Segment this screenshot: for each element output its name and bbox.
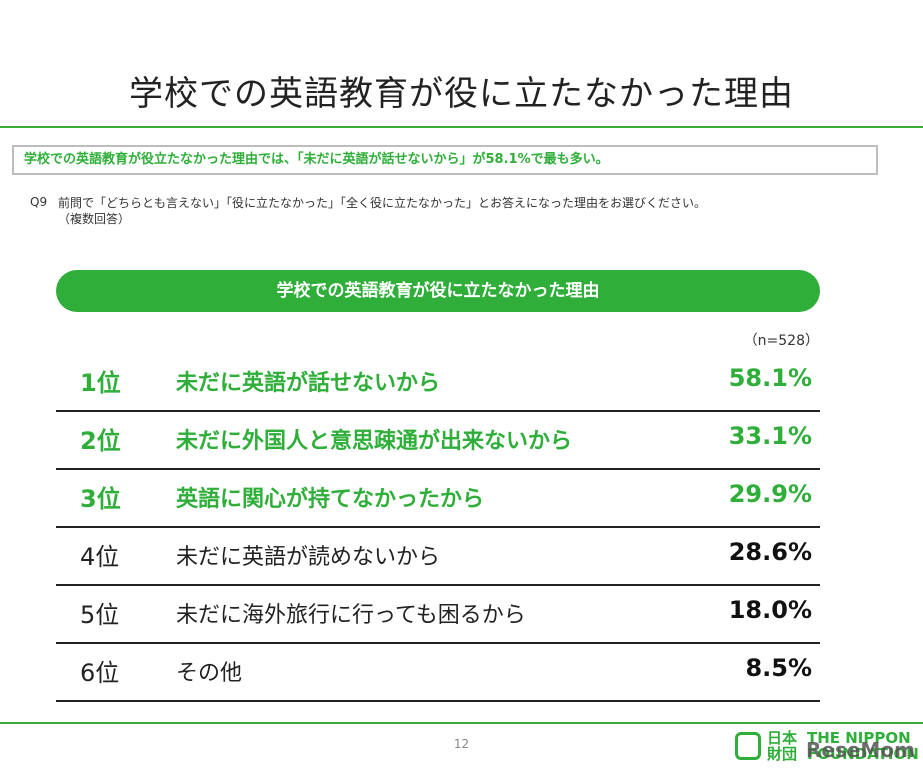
logo-kanji-line-2: 財団	[767, 745, 798, 763]
logo-kanji: 日本 財団	[767, 730, 797, 762]
table-row: 3位 英語に関心が持てなかったから 29.9%	[56, 470, 820, 528]
rank: 2位	[80, 427, 121, 455]
sample-size: （n=528）	[743, 333, 819, 349]
question-text: 前問で「どちらとも言えない」「役に立たなかった」「全く役に立たなかった」とお答え…	[58, 196, 707, 210]
question-note: （複数回答）	[58, 212, 131, 226]
percentage: 29.9%	[728, 480, 812, 508]
rank: 3位	[80, 485, 121, 513]
page-number: 12	[453, 737, 470, 751]
percentage: 18.0%	[728, 596, 812, 624]
summary-box: 学校での英語教育が役立たなかった理由では、「未だに英語が話せないから」が58.1…	[12, 145, 878, 175]
logo-english-line-2: FOUNDATION	[807, 745, 919, 763]
foundation-logo: 日本 財団 THE NIPPON FOUNDATION	[735, 728, 921, 768]
reason: 未だに海外旅行に行っても困るから	[176, 603, 526, 628]
logo-english: THE NIPPON FOUNDATION	[807, 730, 919, 762]
rank: 5位	[80, 601, 120, 629]
percentage: 8.5%	[745, 654, 812, 682]
page-title: 学校での英語教育が役に立たなかった理由	[129, 74, 794, 114]
footer-divider	[0, 722, 923, 724]
reason: 英語に関心が持てなかったから	[176, 487, 485, 512]
logo-mark-icon	[735, 732, 761, 760]
percentage: 33.1%	[728, 422, 812, 450]
table-row: 4位 未だに英語が読めないから 28.6%	[56, 528, 820, 586]
table-row: 2位 未だに外国人と意思疎通が出来ないから 33.1%	[56, 412, 820, 470]
rank: 4位	[80, 543, 120, 571]
logo-english-line-1: THE NIPPON	[807, 729, 911, 747]
reason: 未だに外国人と意思疎通が出来ないから	[176, 429, 573, 454]
percentage: 58.1%	[728, 364, 812, 392]
question-number: Q9	[30, 195, 48, 209]
logo-kanji-line-1: 日本	[767, 729, 798, 747]
table-row: 5位 未だに海外旅行に行っても困るから 18.0%	[56, 586, 820, 644]
percentage: 28.6%	[728, 538, 812, 566]
ranking-table: 1位 未だに英語が話せないから 58.1% 2位 未だに外国人と意思疎通が出来な…	[56, 354, 820, 702]
table-row: 1位 未だに英語が話せないから 58.1%	[56, 354, 820, 412]
reason: 未だに英語が話せないから	[176, 371, 441, 396]
rank: 6位	[80, 659, 120, 687]
question-text-block: 前問で「どちらとも言えない」「役に立たなかった」「全く役に立たなかった」とお答え…	[58, 195, 898, 227]
rank: 1位	[80, 369, 121, 397]
title-divider	[0, 126, 923, 128]
watermark: ReseMom	[806, 738, 915, 762]
reason: その他	[176, 661, 243, 686]
reason: 未だに英語が読めないから	[176, 545, 441, 570]
table-heading: 学校での英語教育が役に立たなかった理由	[56, 270, 820, 312]
table-row: 6位 その他 8.5%	[56, 644, 820, 702]
